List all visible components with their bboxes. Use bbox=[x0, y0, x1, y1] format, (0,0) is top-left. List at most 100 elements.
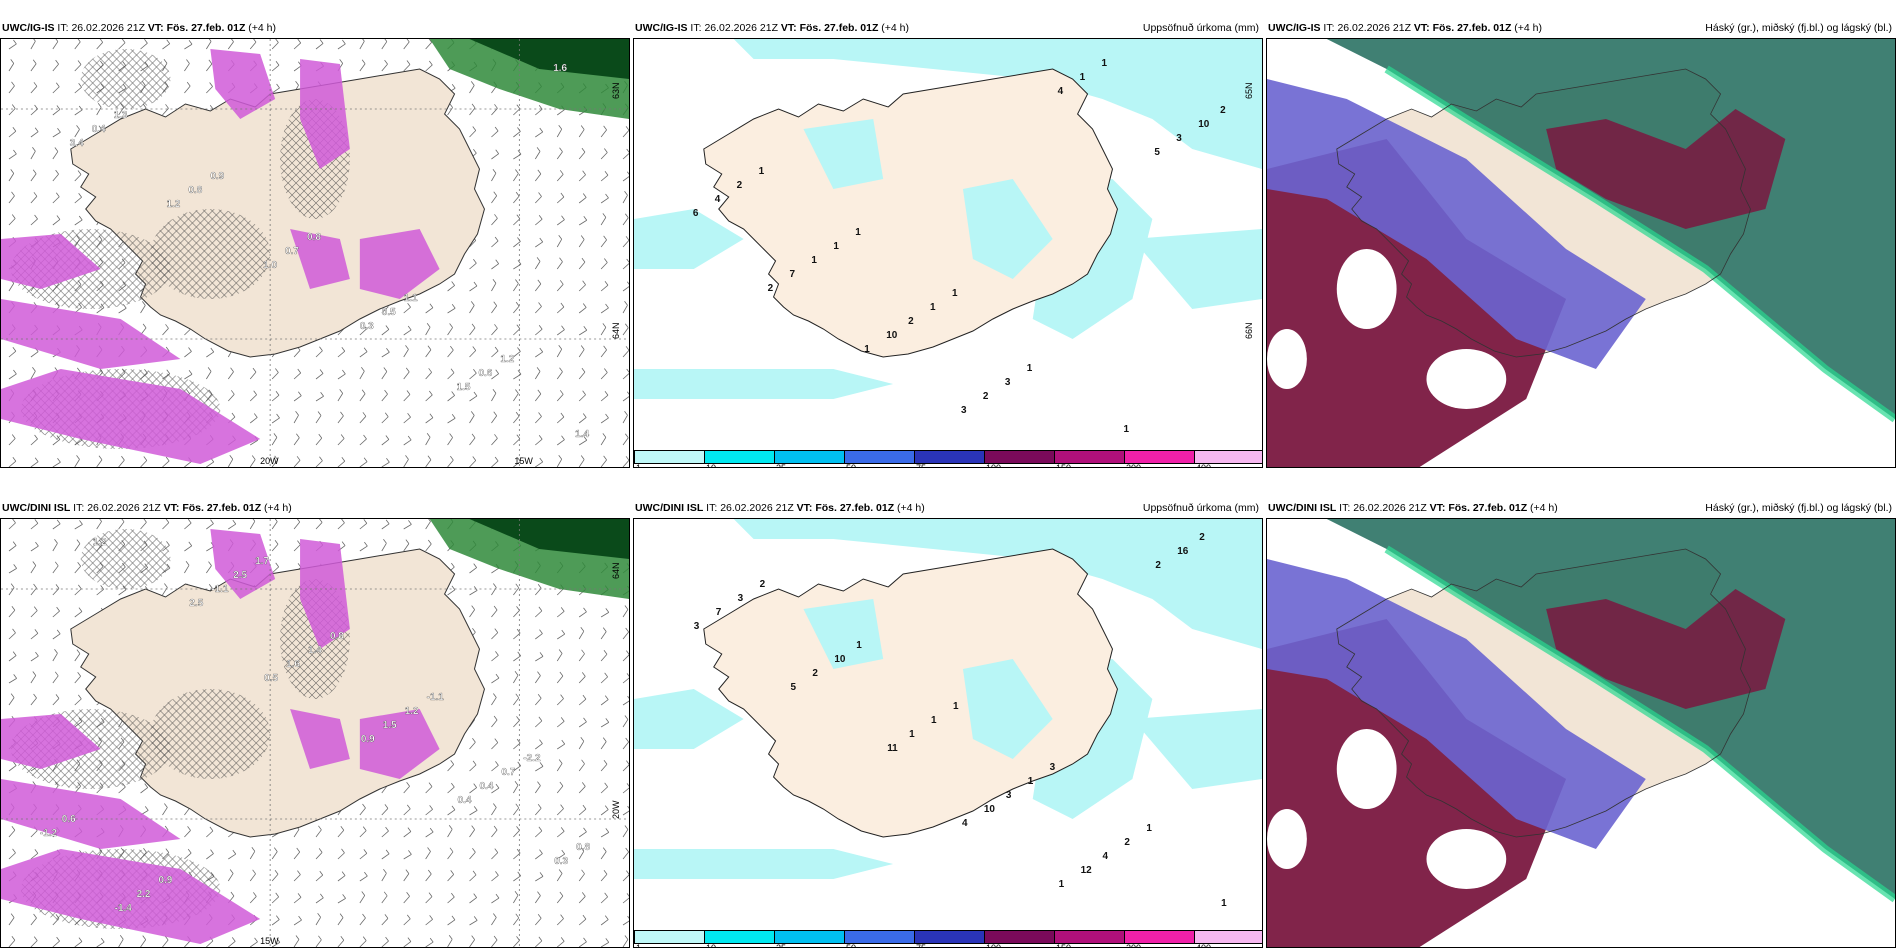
map-panel-igis-wind: UWC/IG-IS IT: 26.02.2026 21Z VT: Fös. 27… bbox=[0, 18, 630, 468]
colorbar-tick: 1 bbox=[636, 943, 642, 948]
colorbar-tick: 100 bbox=[986, 943, 1002, 948]
axis-label: 20W bbox=[260, 456, 279, 466]
colorbar-tick: 10 bbox=[706, 943, 717, 948]
panel-model: UWC/DINI ISL bbox=[635, 502, 704, 514]
colorbar-swatch bbox=[1124, 450, 1195, 464]
panel-vt-value: Fös. 27.feb. 01Z bbox=[182, 502, 262, 514]
value-label: 2 bbox=[1155, 560, 1161, 571]
panel-vt-label: VT: bbox=[796, 502, 813, 514]
colorbar-swatch bbox=[704, 930, 775, 944]
precip-area bbox=[962, 179, 1053, 279]
panel-header: UWC/DINI ISL IT: 26.02.2026 21Z VT: Fös.… bbox=[633, 498, 1263, 518]
hatch-area bbox=[150, 209, 271, 299]
value-label: 2 bbox=[737, 180, 743, 191]
map-view[interactable] bbox=[1266, 518, 1896, 948]
map-canvas: 2 1 3 4 5 6 7 10 2 1 3 4 1 2 3 1 10 2 1 1 1 1 2 1 1 1 65N 66N bbox=[634, 39, 1262, 449]
panel-vt-value: Fös. 27.feb. 01Z bbox=[1432, 22, 1512, 34]
panel-model: UWC/DINI ISL bbox=[1268, 502, 1337, 514]
value-label: -1.4 bbox=[115, 903, 133, 914]
value-label: 2 bbox=[768, 283, 774, 294]
value-label: 2 bbox=[760, 579, 766, 590]
value-label: 2.2 bbox=[137, 889, 151, 900]
colorbar-swatch bbox=[914, 930, 985, 944]
colorbar-swatch bbox=[1194, 450, 1262, 464]
panel-offset: (+4 h) bbox=[264, 502, 292, 514]
panel-vt-label: VT: bbox=[163, 502, 180, 514]
colorbar-tick: 150 bbox=[1056, 463, 1072, 468]
panel-header-left: UWC/DINI ISL IT: 26.02.2026 21Z VT: Fös.… bbox=[2, 502, 292, 514]
value-label: 2 bbox=[1124, 837, 1130, 848]
snow-band bbox=[210, 529, 276, 599]
value-label: 1.4 bbox=[308, 645, 322, 656]
value-label: 0.8 bbox=[330, 631, 344, 642]
value-label: 1.3 bbox=[114, 110, 128, 121]
map-view[interactable]: 2 1 3 4 5 6 7 10 2 1 3 4 1 2 3 1 10 2 1 1 1 1 2 1 1 1 65N 66N 1 10 25 5… bbox=[633, 38, 1263, 468]
precip-area bbox=[733, 39, 1262, 169]
precip-area bbox=[962, 659, 1053, 759]
panel-vt-value: Fös. 27.feb. 01Z bbox=[815, 502, 895, 514]
map-view[interactable]: 3.4 1.2 1.0 0.3 1.5 1.6 0.4 0.8 0.7 0.5 0.6 1.4 1.3 0… bbox=[0, 38, 630, 468]
panel-offset: (+4 h) bbox=[248, 22, 277, 34]
value-label: 3 bbox=[1050, 762, 1056, 773]
panel-header-left: UWC/DINI ISL IT: 26.02.2026 21Z VT: Fös.… bbox=[635, 502, 925, 514]
snow-band bbox=[1, 779, 181, 849]
snow-band bbox=[290, 229, 350, 289]
value-label: 10 bbox=[886, 330, 898, 341]
panel-model: UWC/IG-IS bbox=[2, 22, 55, 34]
colorbar-swatch bbox=[844, 930, 915, 944]
map-view[interactable] bbox=[1266, 38, 1896, 468]
value-label: 1.5 bbox=[383, 720, 397, 731]
axis-label: 65N bbox=[1244, 83, 1254, 99]
panel-header: UWC/DINI ISL IT: 26.02.2026 21Z VT: Fös.… bbox=[0, 498, 630, 518]
value-label: 4 bbox=[1103, 851, 1109, 862]
panel-vt-label: VT: bbox=[1413, 22, 1430, 34]
value-label: 1.2 bbox=[93, 537, 107, 548]
value-label: 0.5 bbox=[264, 673, 278, 684]
panel-header-left: UWC/IG-IS IT: 26.02.2026 21Z VT: Fös. 27… bbox=[635, 22, 909, 34]
clear-sky bbox=[1336, 729, 1397, 809]
map-view[interactable]: 0.5 0.9 0.4 0.3 1.2 2.5 1.6 1.5 0.4 0.8 -1.4 -1.1 1.… bbox=[0, 518, 630, 948]
value-label: 1 bbox=[759, 166, 765, 177]
axis-label: 15W bbox=[260, 936, 279, 946]
precip-area bbox=[634, 689, 744, 749]
colorbar-swatch bbox=[774, 930, 845, 944]
value-label: 10 bbox=[834, 654, 846, 665]
colorbar-tick: 10 bbox=[706, 463, 717, 468]
panel-header: UWC/IG-IS IT: 26.02.2026 21Z VT: Fös. 27… bbox=[633, 18, 1263, 38]
snow-band bbox=[359, 229, 440, 299]
value-label: 16 bbox=[1177, 546, 1189, 557]
panel-model: UWC/IG-IS bbox=[635, 22, 688, 34]
panel-model: UWC/DINI ISL bbox=[2, 502, 71, 514]
colorbar-swatch bbox=[984, 450, 1055, 464]
value-label: 1.0 bbox=[263, 260, 277, 271]
panel-vt-value: Fös. 27.feb. 01Z bbox=[1448, 502, 1528, 514]
value-label: 10 bbox=[1198, 119, 1210, 130]
precip-area bbox=[803, 119, 884, 189]
mid-cloud bbox=[1267, 79, 1646, 369]
snow-band bbox=[300, 539, 350, 649]
panel-offset: (+4 h) bbox=[897, 502, 925, 514]
value-label: 1.2 bbox=[166, 199, 180, 210]
dark-green-area bbox=[469, 39, 629, 79]
clear-sky bbox=[1635, 399, 1756, 439]
value-label: 1 bbox=[952, 288, 958, 299]
coastline bbox=[1336, 68, 1751, 358]
cloud-edge bbox=[1384, 545, 1895, 903]
map-panel-dini-clouds: UWC/DINI ISL IT: 26.02.2026 21Z VT: Fös.… bbox=[1266, 498, 1896, 948]
axis-label: 64N bbox=[611, 563, 621, 579]
colorbar-tick: 100 bbox=[986, 463, 1002, 468]
value-label: 1 bbox=[864, 344, 870, 355]
precip-area bbox=[1132, 709, 1262, 789]
map-view[interactable]: 4 1 2 3 5 11 10 12 16 7 2 1 3 4 2 3 10 1 1 2 1 2 1 1 3 1 1 10 25 50 75… bbox=[633, 518, 1263, 948]
value-label: 0.4 bbox=[479, 781, 493, 792]
value-label: 0.6 bbox=[62, 814, 76, 825]
value-label: 1 bbox=[1102, 58, 1108, 69]
value-label: 1 bbox=[1028, 776, 1034, 787]
panel-it-label: IT: bbox=[1339, 502, 1351, 514]
value-label: 3 bbox=[694, 621, 700, 632]
value-label: 1 bbox=[856, 640, 862, 651]
value-label: 12 bbox=[1081, 865, 1093, 876]
panel-it-value: 26.02.2026 21Z bbox=[87, 502, 161, 514]
value-label: 0.5 bbox=[382, 307, 396, 318]
value-label: 0.9 bbox=[210, 171, 224, 182]
